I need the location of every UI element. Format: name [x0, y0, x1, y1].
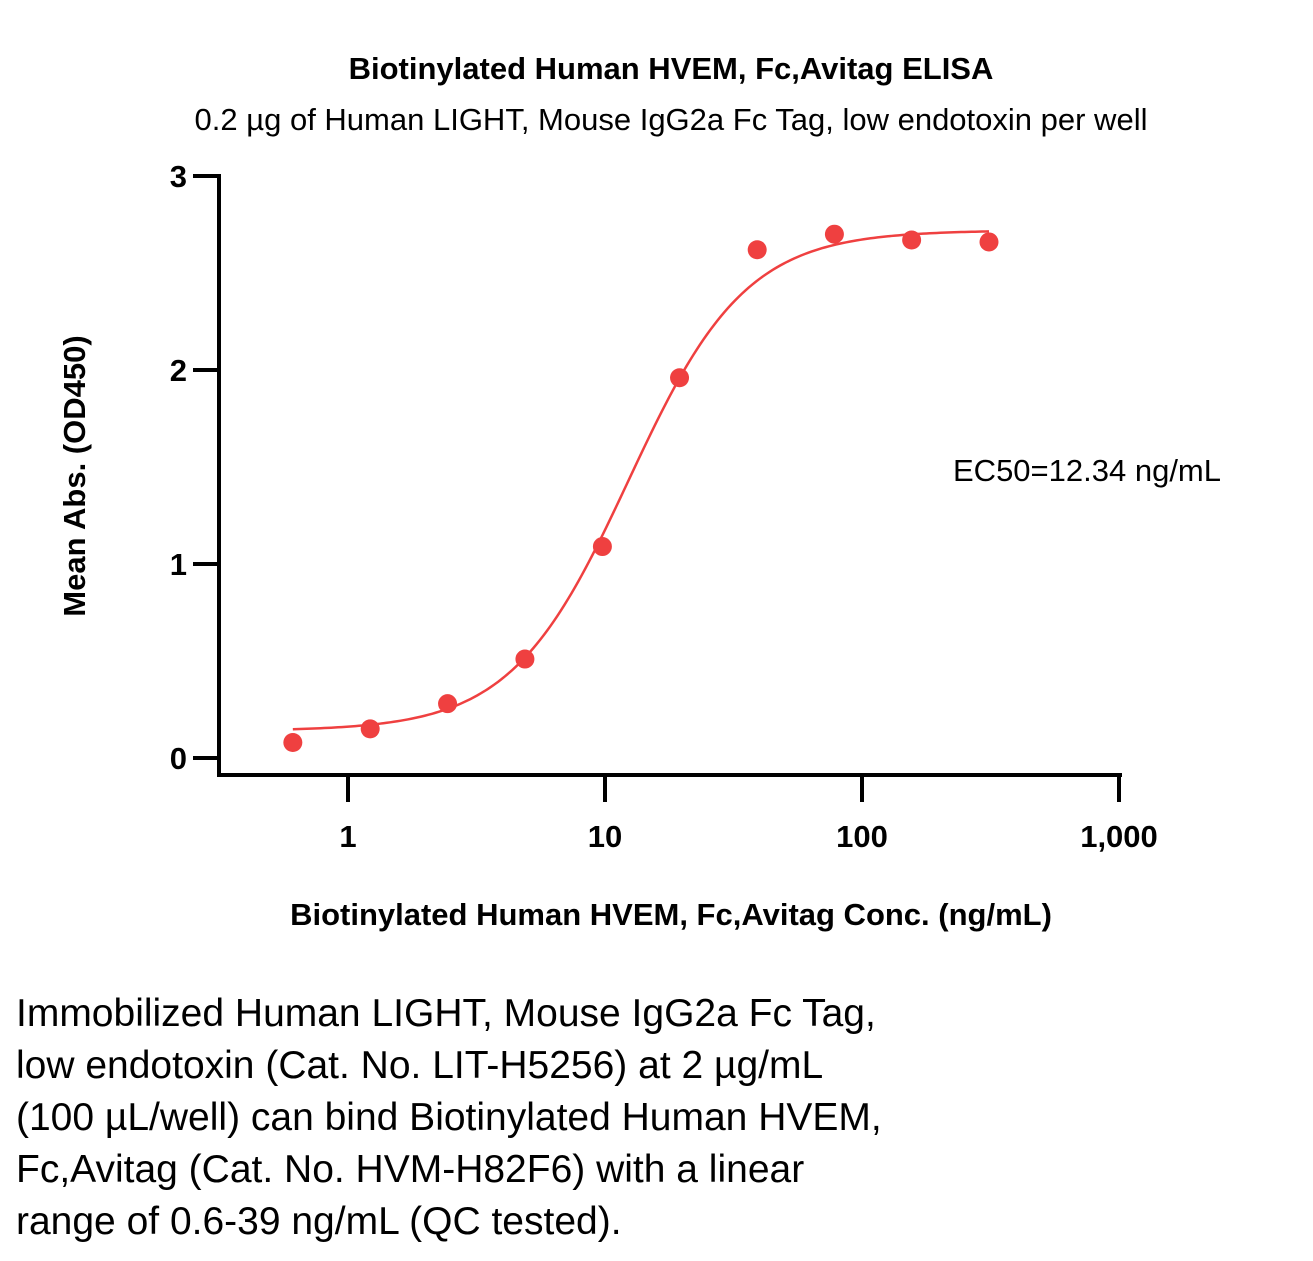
data-point [670, 368, 690, 388]
data-point [979, 232, 999, 252]
x-tick-label: 1 [339, 819, 356, 854]
caption-line: range of 0.6-39 ng/mL (QC tested). [16, 1200, 622, 1243]
caption-line: Immobilized Human LIGHT, Mouse IgG2a Fc … [16, 992, 876, 1035]
caption-line: (100 µL/well) can bind Biotinylated Huma… [16, 1096, 882, 1139]
data-point [360, 719, 380, 739]
fit-curve [292, 230, 990, 731]
x-tick-label: 100 [836, 819, 888, 854]
y-tick-label: 2 [170, 353, 187, 388]
x-axis-ticks: 1 10 100 1,000 [339, 775, 1158, 854]
data-point [438, 694, 458, 714]
caption-line: low endotoxin (Cat. No. LIT-H5256) at 2 … [16, 1044, 824, 1087]
data-point [747, 240, 767, 260]
fit-curve-group [292, 230, 990, 731]
data-point [515, 649, 535, 669]
data-point [592, 537, 612, 557]
y-axis-ticks: 0 1 2 3 [170, 159, 219, 776]
x-axis-label: Biotinylated Human HVEM, Fc,Avitag Conc.… [290, 897, 1052, 932]
figure-caption: Immobilized Human LIGHT, Mouse IgG2a Fc … [16, 988, 1096, 1248]
x-tick-label: 10 [588, 819, 622, 854]
elisa-chart: Biotinylated Human HVEM, Fc,Avitag ELISA… [57, 51, 1221, 932]
axes [217, 174, 1122, 777]
data-point [902, 230, 922, 250]
data-point [824, 224, 844, 244]
y-tick-label: 1 [170, 547, 187, 582]
data-point [283, 732, 303, 752]
y-tick-label: 0 [170, 741, 187, 776]
y-tick-label: 3 [170, 159, 187, 194]
y-axis-label: Mean Abs. (OD450) [57, 335, 92, 616]
ec50-annotation: EC50=12.34 ng/mL [953, 453, 1221, 488]
chart-subtitle: 0.2 µg of Human LIGHT, Mouse IgG2a Fc Ta… [195, 102, 1148, 137]
chart-title: Biotinylated Human HVEM, Fc,Avitag ELISA [349, 51, 994, 86]
caption-line: Fc,Avitag (Cat. No. HVM-H82F6) with a li… [16, 1148, 805, 1191]
x-tick-label: 1,000 [1080, 819, 1158, 854]
data-points [283, 224, 999, 752]
